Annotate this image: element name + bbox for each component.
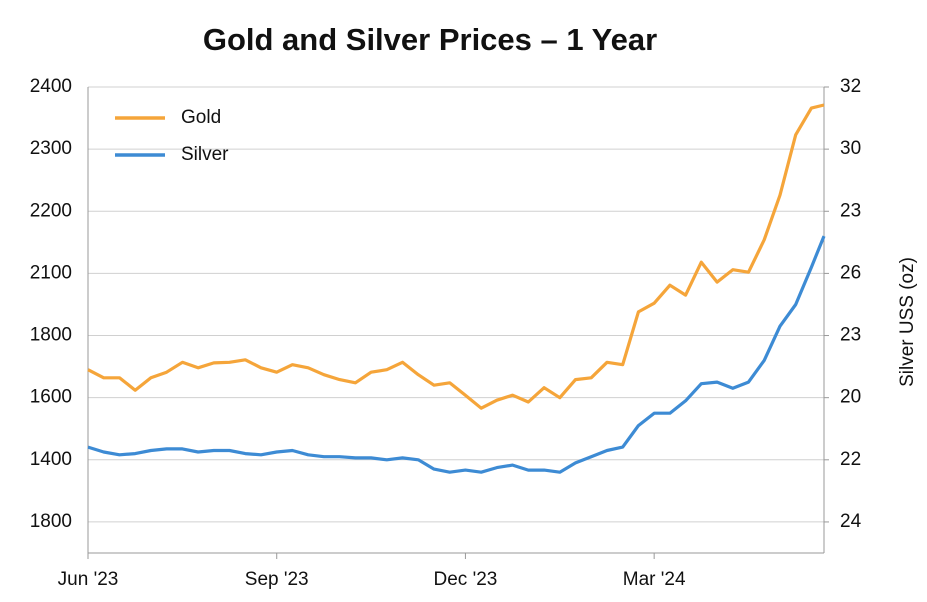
y2-tick-label: 32	[840, 76, 861, 97]
y2-tick-label: 23	[840, 200, 861, 221]
x-tick-label: Jun '23	[58, 569, 119, 590]
legend-label: Gold	[181, 107, 221, 128]
legend-label: Silver	[181, 144, 229, 165]
y2-tick-label: 22	[840, 449, 861, 470]
series-line	[87, 235, 826, 474]
x-tick-label: Sep '23	[245, 569, 309, 590]
y2-axis-label: Silver USS (oz)	[897, 257, 918, 387]
y-tick-label: 1400	[30, 449, 72, 470]
y2-tick-label: 26	[840, 262, 861, 283]
x-tick-label: Mar '24	[623, 569, 686, 590]
series-line	[87, 103, 825, 410]
x-tick-label: Dec '23	[434, 569, 498, 590]
y-tick-label: 2200	[30, 200, 72, 221]
y-tick-label: 2300	[30, 138, 72, 159]
y-tick-label: 1800	[30, 511, 72, 532]
y-tick-label: 2100	[30, 262, 72, 283]
y-tick-label: 1800	[30, 325, 72, 346]
y2-tick-label: 24	[840, 511, 862, 532]
chart-title: Gold and Silver Prices – 1 Year	[203, 22, 657, 57]
y2-tick-label: 20	[840, 387, 861, 408]
y2-tick-label: 23	[840, 325, 861, 346]
y-tick-label: 1600	[30, 387, 72, 408]
y2-tick-label: 30	[840, 138, 861, 159]
y-tick-label: 2400	[30, 76, 72, 97]
